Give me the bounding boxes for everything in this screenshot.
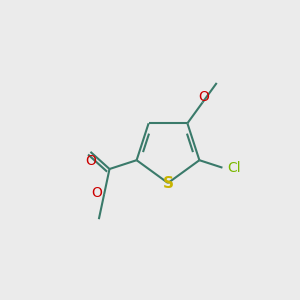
Text: O: O <box>199 90 209 104</box>
Text: Cl: Cl <box>227 161 241 175</box>
Text: S: S <box>163 176 173 190</box>
Text: O: O <box>91 187 102 200</box>
Text: O: O <box>85 154 96 168</box>
